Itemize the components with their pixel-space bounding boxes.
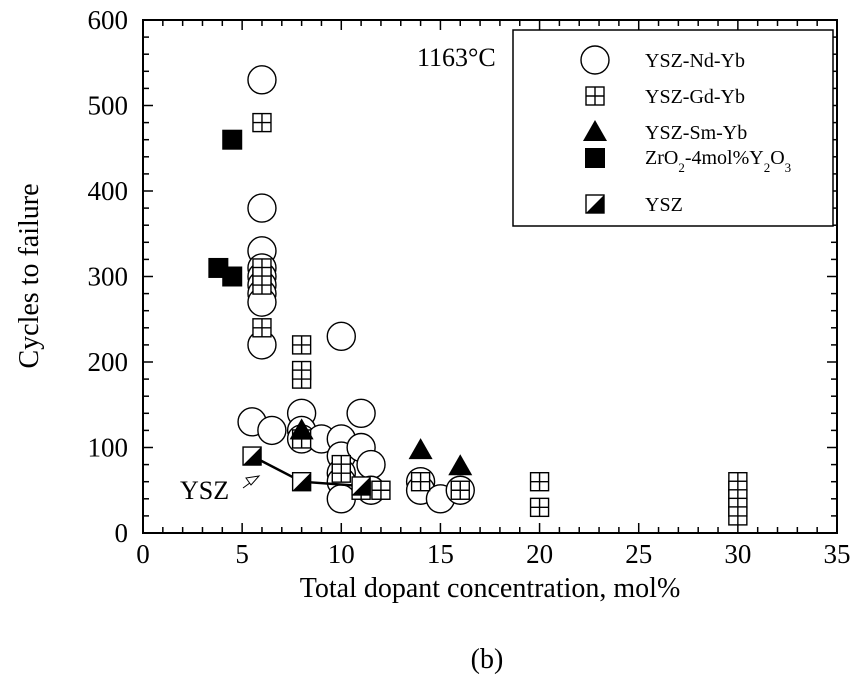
y-tick-label: 400	[88, 176, 129, 206]
point-gd-yb	[293, 370, 311, 388]
point-ysz	[243, 447, 261, 465]
x-tick-label: 15	[427, 539, 454, 569]
point-nd-yb	[327, 485, 355, 513]
point-gd-yb	[729, 507, 747, 525]
panel-label: (b)	[471, 644, 504, 675]
temperature-annotation: 1163°C	[417, 43, 496, 72]
point-gd-yb	[253, 319, 271, 337]
point-ysz	[293, 473, 311, 491]
y-axis-title: Cycles to failure	[14, 183, 45, 368]
legend-label-sm-yb: YSZ-Sm-Yb	[645, 122, 747, 144]
x-tick-label: 25	[625, 539, 652, 569]
legend-symbol-zro2	[585, 148, 605, 168]
point-gd-yb	[451, 481, 469, 499]
y-tick-labels: 0 100 200 300 400 500 600	[88, 5, 129, 548]
x-tick-label: 20	[526, 539, 553, 569]
point-nd-yb	[258, 416, 286, 444]
point-nd-yb	[327, 322, 355, 350]
legend-symbol-gd-yb	[586, 87, 604, 105]
point-gd-yb	[332, 464, 350, 482]
legend: YSZ-Nd-Yb YSZ-Gd-Yb YSZ-Sm-Yb ZrO2-4mol%…	[513, 30, 833, 226]
point-gd-yb	[531, 473, 549, 491]
point-nd-yb	[347, 399, 375, 427]
x-tick-label: 5	[235, 539, 249, 569]
x-axis-title: Total dopant concentration, mol%	[300, 573, 681, 604]
y-tick-label: 500	[88, 91, 129, 121]
legend-label-ysz: YSZ	[645, 194, 683, 216]
legend-label-nd-yb: YSZ-Nd-Yb	[645, 50, 745, 72]
point-gd-yb	[293, 336, 311, 354]
point-gd-yb	[372, 481, 390, 499]
point-nd-yb	[248, 194, 276, 222]
x-tick-label: 0	[136, 539, 150, 569]
point-nd-yb	[248, 66, 276, 94]
point-gd-yb	[531, 498, 549, 516]
x-tick-label: 35	[824, 539, 851, 569]
x-tick-label: 30	[724, 539, 751, 569]
point-gd-yb	[253, 114, 271, 132]
point-ysz	[352, 477, 370, 495]
ysz-annotation: YSZ	[180, 476, 229, 505]
y-tick-label: 100	[88, 433, 129, 463]
point-zro2	[222, 130, 242, 150]
x-tick-label: 10	[328, 539, 355, 569]
y-tick-label: 200	[88, 347, 129, 377]
point-gd-yb	[253, 276, 271, 294]
point-nd-yb	[357, 451, 385, 479]
legend-label-gd-yb: YSZ-Gd-Yb	[645, 86, 745, 108]
legend-symbol-ysz	[586, 195, 604, 213]
y-tick-label: 300	[88, 262, 129, 292]
y-tick-label: 0	[115, 518, 129, 548]
point-gd-yb	[412, 473, 430, 491]
point-zro2	[222, 267, 242, 287]
y-tick-label: 600	[88, 5, 129, 35]
x-tick-labels: 0 5 10 15 20 25 30 35	[136, 539, 850, 569]
legend-symbol-nd-yb	[581, 46, 609, 74]
